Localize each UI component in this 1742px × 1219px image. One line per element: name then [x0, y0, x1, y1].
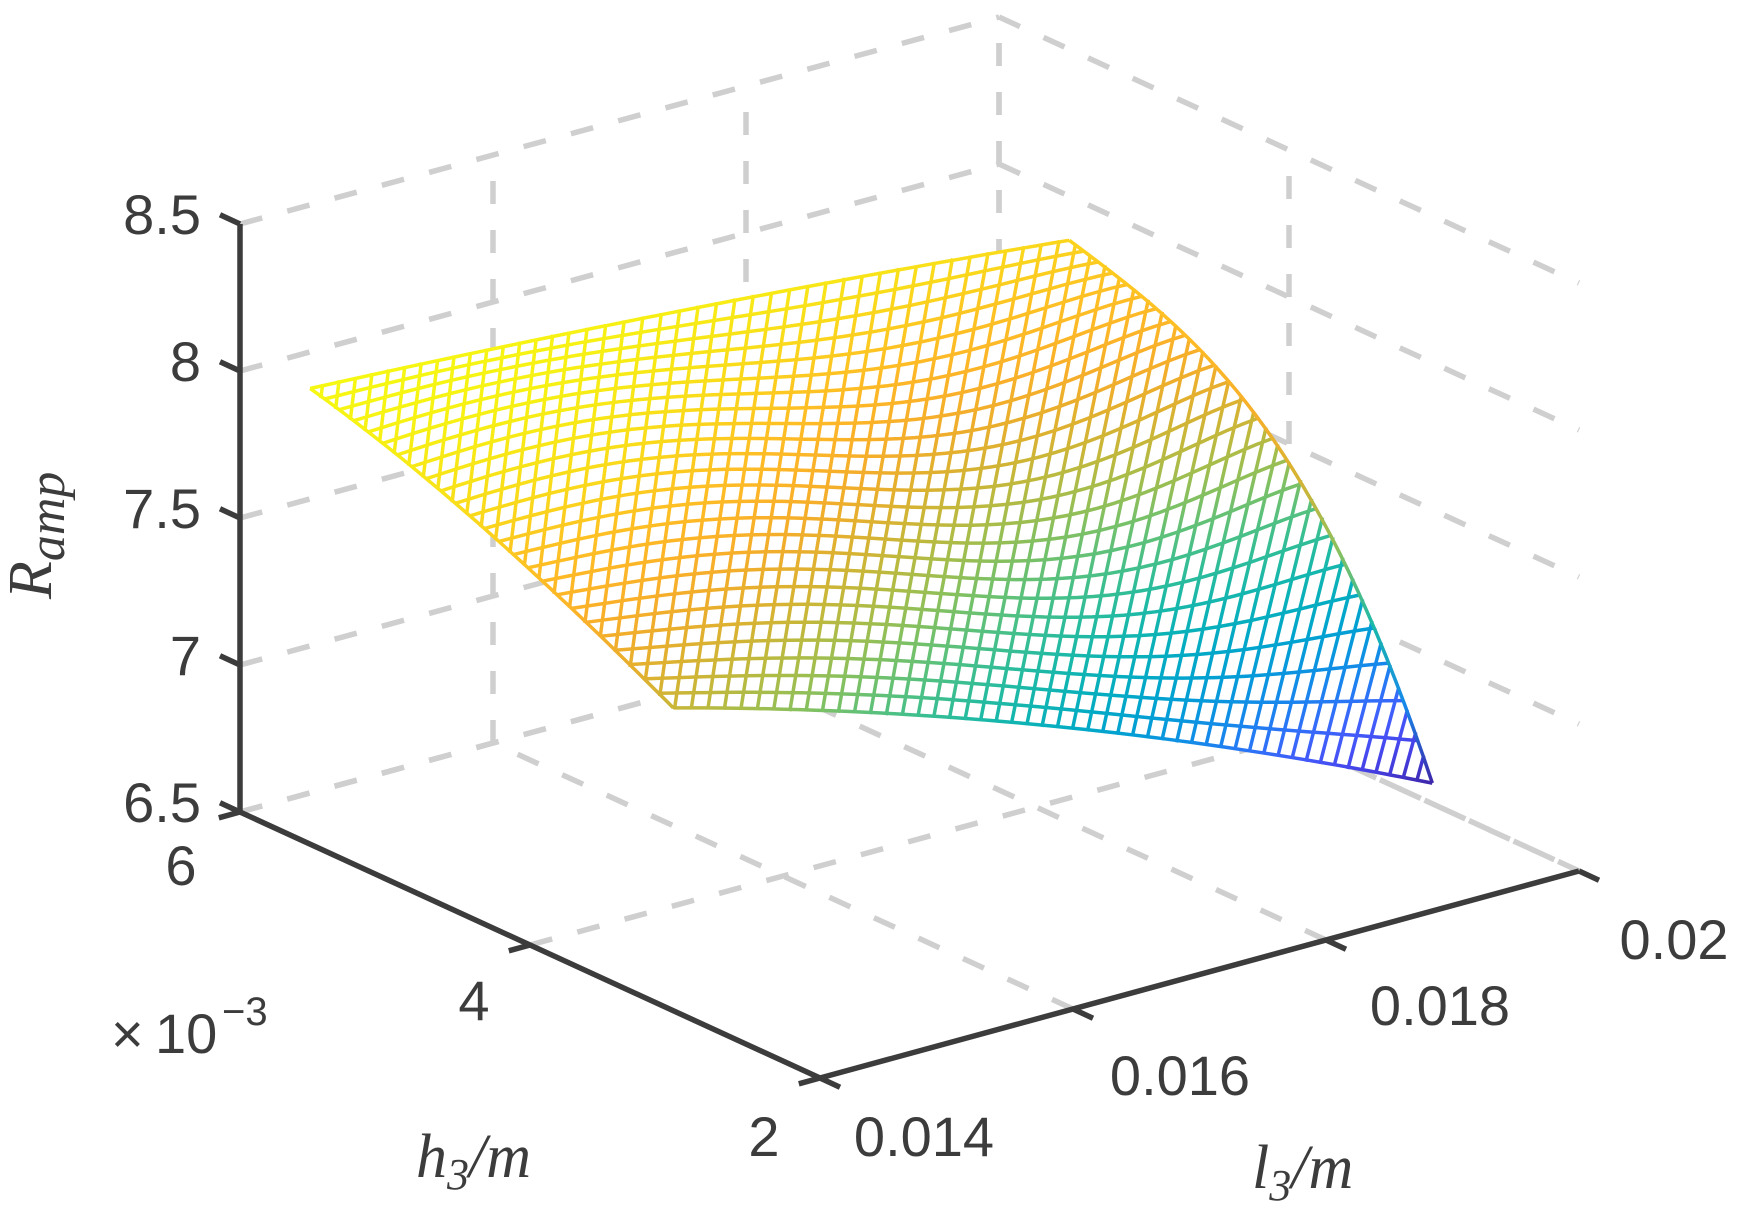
svg-text:4: 4 — [458, 969, 489, 1032]
svg-text:0.014: 0.014 — [854, 1105, 994, 1168]
svg-text:0.018: 0.018 — [1370, 974, 1510, 1037]
svg-text:l3/m: l3/m — [1252, 1134, 1353, 1210]
svg-text:6.5: 6.5 — [123, 771, 201, 834]
svg-text:6: 6 — [165, 834, 196, 897]
svg-text:8.5: 8.5 — [123, 183, 201, 246]
svg-text:×: × — [111, 1002, 144, 1065]
svg-text:2: 2 — [748, 1105, 779, 1168]
svg-text:h3/m: h3/m — [416, 1123, 531, 1199]
svg-text:8: 8 — [170, 330, 201, 393]
svg-text:0.02: 0.02 — [1620, 908, 1729, 971]
svg-text:0.016: 0.016 — [1110, 1044, 1250, 1107]
svg-text:7: 7 — [170, 624, 201, 687]
svg-text:−3: −3 — [222, 990, 268, 1034]
svg-text:10: 10 — [155, 1002, 217, 1065]
svg-text:7.5: 7.5 — [123, 477, 201, 540]
